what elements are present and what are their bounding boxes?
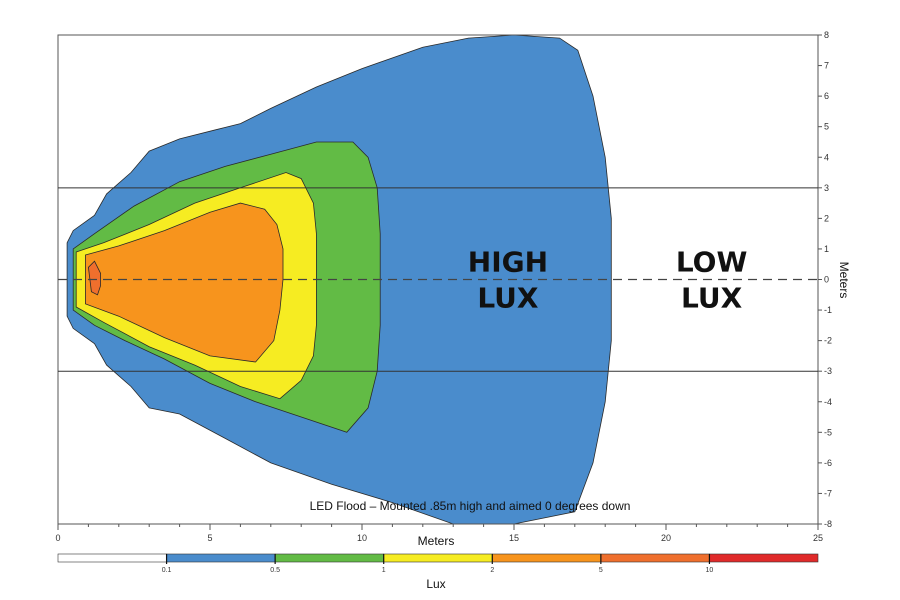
y-tick-label: -2 [824,336,832,346]
colorbar: 0.1 0.5 1 2 5 10 [57,553,819,574]
y-tick-label: -5 [824,427,832,437]
high-lux-label-line2: LUX [477,282,539,315]
colorbar-tick-label: 2 [490,567,494,574]
x-axis-ticks: 0 5 10 15 20 25 [55,524,823,543]
colorbar-segment-6 [709,553,819,563]
x-tick-label: 0 [55,533,60,543]
y-tick-label: -6 [824,458,832,468]
y-tick-label: -1 [824,305,832,315]
y-tick-label: 1 [824,244,829,254]
y-tick-label: 7 [824,61,829,71]
colorbar-segment-3 [383,553,493,563]
y-tick-label: 2 [824,213,829,223]
y-tick-label: 0 [824,275,829,285]
y-tick-label: -7 [824,488,832,498]
x-tick-label: 15 [509,533,519,543]
y-axis-title: Meters [837,262,851,299]
y-tick-label: 8 [824,30,829,40]
colorbar-tick-label: 5 [599,567,603,574]
y-tick-label: 6 [824,91,829,101]
x-tick-label: 10 [357,533,367,543]
x-tick-label: 5 [207,533,212,543]
colorbar-segment-1 [166,553,276,563]
low-lux-label: LOW LUX [676,246,748,315]
colorbar-segment-0 [57,553,167,563]
y-axis-ticks: 8 7 6 5 4 3 2 1 0 -1 -2 -3 -4 -5 -6 -7 -8 [818,30,832,529]
contour-band-4 [87,260,101,296]
colorbar-segment-5 [600,553,710,563]
x-axis-title: Meters [418,534,455,548]
high-lux-label-line1: HIGH [468,246,548,279]
high-lux-label: HIGH LUX [468,246,548,315]
chart-caption: LED Flood – Mounted .85m high and aimed … [310,499,631,513]
y-tick-label: 5 [824,122,829,132]
colorbar-tick-label: 10 [706,567,714,574]
y-tick-label: -8 [824,519,832,529]
low-lux-label-line1: LOW [676,246,748,279]
colorbar-tick-label: 0.5 [270,567,280,574]
colorbar-segment-4 [491,553,602,563]
y-tick-label: -3 [824,366,832,376]
colorbar-tick-label: 1 [382,567,386,574]
y-tick-label: -4 [824,397,832,407]
colorbar-segment-2 [274,553,385,563]
x-tick-label: 20 [661,533,671,543]
x-tick-label: 25 [813,533,823,543]
colorbar-tick-label: 0.1 [162,567,172,574]
y-tick-label: 3 [824,183,829,193]
reference-lines [58,187,818,372]
low-lux-label-line2: LUX [681,282,743,315]
y-tick-label: 4 [824,152,829,162]
colorbar-title: Lux [426,577,445,591]
contour-layer [66,34,612,525]
